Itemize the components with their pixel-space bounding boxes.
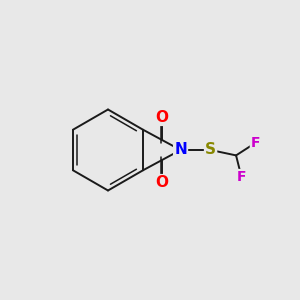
Text: F: F [237,170,246,184]
Text: O: O [155,175,168,190]
Text: N: N [174,142,187,158]
Text: S: S [205,142,216,158]
Text: F: F [251,136,260,150]
Text: O: O [155,110,168,125]
